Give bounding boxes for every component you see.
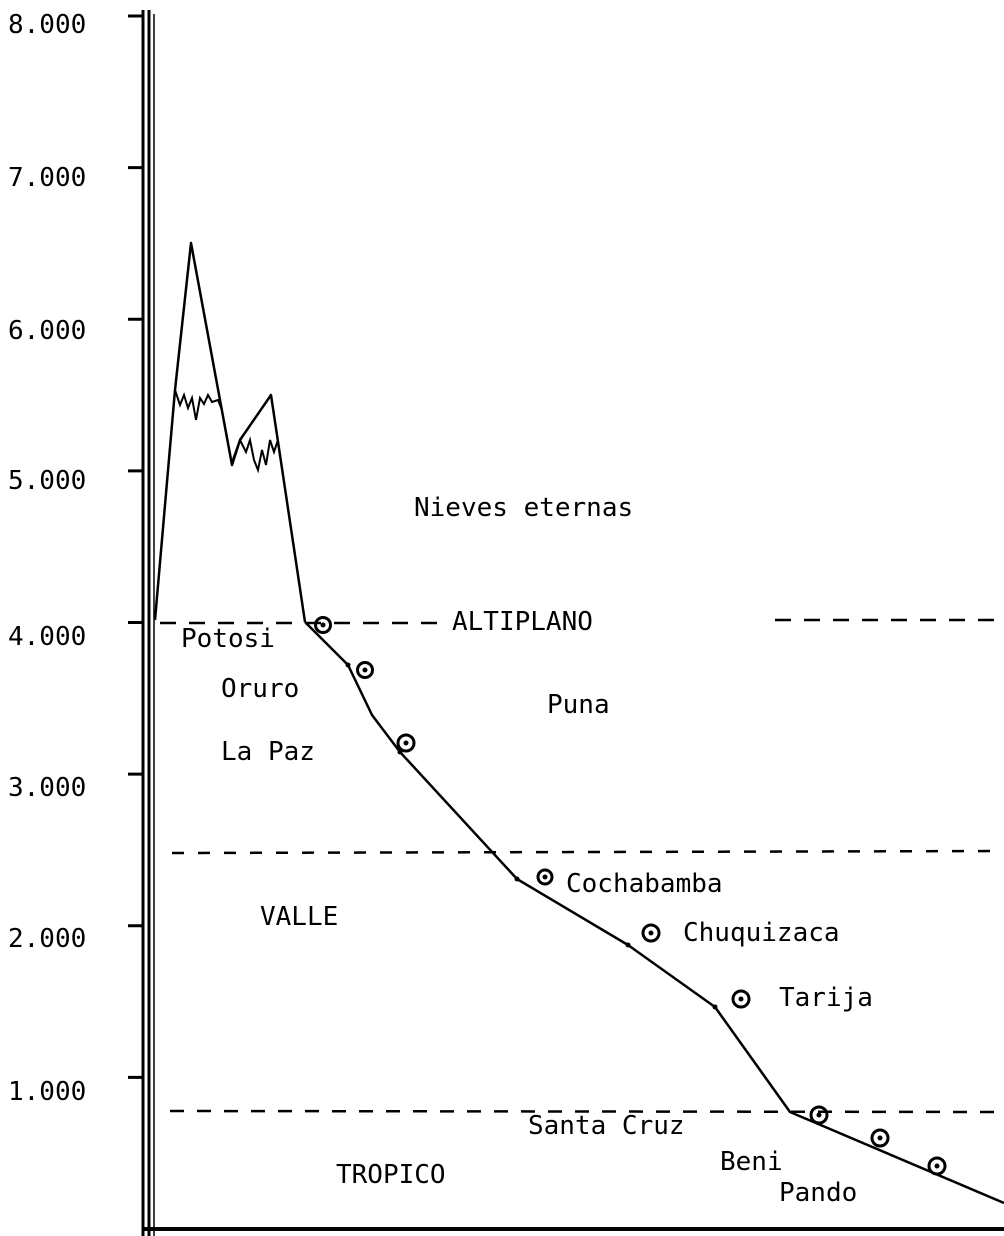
tick-label-7000: 7.000 [8, 163, 86, 193]
boundary-valle [171, 849, 1004, 855]
zone-boundaries [160, 618, 1004, 1114]
mountain-peaks [153, 241, 307, 623]
city-label-chuquizaca: Chuquizaca [683, 918, 840, 948]
tick-label-3000: 3.000 [8, 773, 86, 803]
tick-label-2000: 2.000 [8, 924, 86, 954]
profile-vertex [625, 942, 631, 948]
city-label-beni: Beni [720, 1147, 783, 1177]
zone-label-valle: VALLE [260, 902, 338, 932]
city-label-la-paz: La Paz [221, 737, 315, 767]
zone-labels: Nieves eternas ALTIPLANO Puna VALLE TROP… [260, 493, 633, 1190]
city-label-potosi: Potosi [181, 624, 275, 654]
city-label-oruro: Oruro [221, 674, 299, 704]
y-axis [141, 10, 155, 1236]
city-markers [314, 616, 947, 1176]
profile-vertex [345, 662, 351, 668]
tick-label-5000: 5.000 [8, 466, 86, 496]
peak-ridge-left [174, 389, 223, 421]
city-marker-pando [927, 1156, 947, 1176]
tick-label-8000: 8.000 [8, 10, 86, 40]
y-tick-labels: 8.000 7.000 6.000 5.000 4.000 3.000 2.00… [8, 10, 86, 1107]
city-marker-santa-cruz [809, 1105, 829, 1125]
city-label-tarija: Tarija [779, 983, 873, 1013]
tick-label-4000: 4.000 [8, 622, 86, 652]
profile-vertex [712, 1004, 718, 1010]
zone-label-puna: Puna [547, 690, 610, 720]
city-marker-cochabamba [536, 868, 554, 886]
city-marker-potosi [314, 616, 332, 634]
city-marker-tarija [731, 989, 751, 1009]
city-marker-oruro [356, 661, 374, 679]
boundary-tropico [169, 1109, 1004, 1114]
zone-label-altiplano: ALTIPLANO [452, 607, 593, 637]
peak-outline [153, 241, 307, 623]
tick-label-6000: 6.000 [8, 316, 86, 346]
city-label-pando: Pando [779, 1178, 857, 1208]
city-label-cochabamba: Cochabamba [566, 869, 723, 899]
zone-label-nieves-eternas: Nieves eternas [414, 493, 633, 523]
y-tick-marks [128, 14, 143, 1079]
zone-label-tropico: TROPICO [336, 1160, 446, 1190]
profile-vertex [514, 876, 520, 882]
tick-label-1000: 1.000 [8, 1077, 86, 1107]
peak-ridge-right [231, 436, 279, 474]
city-marker-chuquizaca [641, 923, 661, 943]
city-labels: Potosi Oruro La Paz Cochabamba Chuquizac… [181, 624, 873, 1208]
city-marker-beni [870, 1128, 890, 1148]
city-label-santa-cruz: Santa Cruz [528, 1111, 685, 1141]
city-marker-la-paz [396, 733, 416, 753]
profile-vertices [345, 662, 718, 1010]
